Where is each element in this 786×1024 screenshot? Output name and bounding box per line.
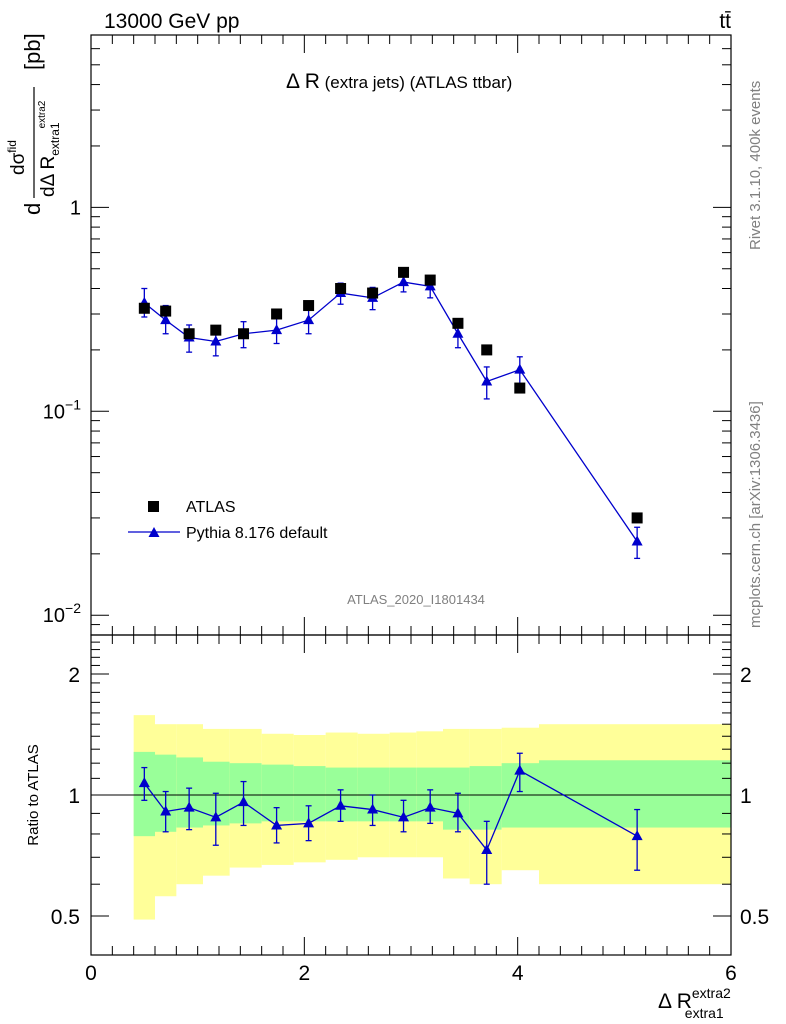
- ratio-ytick-label-left: 1: [68, 785, 80, 808]
- y-label-fid: fid: [5, 140, 19, 153]
- header-energy: 13000 GeV pp: [104, 10, 239, 33]
- ratio-uncertainty-bands: [133, 715, 731, 920]
- ratio-mc-point: [452, 807, 464, 818]
- legend-pythia-marker: [148, 527, 160, 537]
- ratio-ytick-label-left: 0.5: [51, 906, 80, 929]
- main-data-point: [424, 274, 436, 286]
- band-inner-14: [539, 760, 731, 828]
- ratio-mc-point: [160, 805, 172, 816]
- title-symbol: Δ R: [286, 70, 320, 93]
- main-mc-point: [631, 535, 643, 546]
- header-process: tt̄: [719, 10, 731, 33]
- main-data-point: [138, 302, 150, 314]
- title-detail: (extra jets) (ATLAS ttbar): [320, 73, 512, 92]
- xtick-label: 4: [512, 962, 524, 985]
- tick-labels: 110−110−20.5 0.51 12 20 2 4 6: [43, 197, 769, 985]
- main-data-point: [631, 512, 643, 524]
- axis-ticks: [90, 34, 732, 956]
- ratio-axis-label: Ratio to ATLAS: [25, 744, 42, 845]
- mc-series-ratio: [138, 752, 643, 885]
- band-inner-11: [443, 767, 470, 830]
- main-data-point: [160, 305, 172, 317]
- ratio-ytick-label-right: 0.5: [740, 906, 769, 929]
- mcplots-credit: mcplots.cern.ch [arXiv:1306.3436]: [747, 401, 764, 628]
- ratio-mc-point: [398, 811, 410, 822]
- ratio-mc-point: [210, 811, 222, 822]
- main-data-point: [183, 328, 195, 340]
- main-mc-point: [271, 324, 283, 335]
- rivet-version: Rivet 3.1.10, 400k events: [747, 81, 764, 250]
- y-label-ddeltar: dΔ R: [38, 156, 59, 197]
- main-title: Δ R (extra jets) (ATLAS ttbar): [286, 70, 512, 93]
- ratio-mc-point: [424, 801, 436, 812]
- main-ytick-label: 1: [70, 197, 81, 219]
- x-label-base: Δ R: [658, 990, 692, 1013]
- y-label-numerator: dσfid: [5, 140, 29, 175]
- ratio-mc-point: [138, 777, 150, 788]
- main-data-point: [210, 324, 222, 336]
- ratio-mc-point: [631, 830, 643, 841]
- main-data-point: [271, 308, 283, 320]
- x-label-sup: extra2: [692, 985, 731, 1001]
- main-data-point: [398, 266, 410, 278]
- y-label-dsigma: dσ: [8, 152, 29, 175]
- main-ytick-label-base: 10: [43, 401, 65, 423]
- data-series-main: [138, 266, 643, 524]
- ratio-ytick-label-right: 2: [740, 664, 752, 687]
- main-data-point: [514, 382, 526, 394]
- ratio-mc-point: [271, 819, 283, 830]
- main-data-point: [335, 283, 347, 295]
- main-data-point: [303, 300, 315, 312]
- main-mc-point: [481, 375, 493, 386]
- main-ytick-label-exp: −2: [65, 600, 81, 616]
- legend-atlas-label: ATLAS: [186, 499, 236, 516]
- y-label-d: d: [20, 203, 45, 215]
- ratio-mc-point: [335, 799, 347, 810]
- legend-atlas-marker: [148, 501, 159, 512]
- band-inner-4: [229, 763, 262, 824]
- main-data-point: [238, 328, 250, 340]
- ratio-ytick-label-left: 2: [68, 664, 80, 687]
- ratio-mc-point: [367, 803, 379, 814]
- main-mc-point: [160, 314, 172, 325]
- xtick-label: 6: [725, 962, 737, 985]
- main-ytick-label: 10−1: [43, 396, 81, 423]
- main-mc-point: [514, 363, 526, 374]
- main-data-point: [481, 344, 493, 356]
- ratio-mc-point: [183, 801, 195, 812]
- y-label-denominator: dΔ Rextra1extra2: [37, 100, 62, 197]
- main-mc-point: [452, 327, 464, 338]
- y-label-sup: extra2: [37, 100, 48, 128]
- main-mc-point: [210, 335, 222, 346]
- xtick-label: 0: [85, 962, 97, 985]
- analysis-watermark: ATLAS_2020_I1801434: [347, 592, 485, 607]
- main-ytick-label-base: 10: [43, 605, 65, 627]
- xtick-label: 2: [298, 962, 310, 985]
- x-axis-label: Δ Rextra2 extra1: [658, 985, 731, 1021]
- legend-pythia-label: Pythia 8.176 default: [186, 525, 328, 542]
- main-data-point: [367, 287, 379, 299]
- y-axis-label: d dσfid dΔ Rextra1extra2 [pb]: [5, 33, 62, 215]
- ratio-mc-point: [303, 817, 315, 828]
- band-inner-6: [293, 766, 326, 822]
- main-mc-point: [303, 314, 315, 325]
- ratio-mc-point: [514, 764, 526, 775]
- band-inner-5: [261, 764, 294, 822]
- band-inner-12: [469, 766, 502, 830]
- y-label-unit: [pb]: [20, 33, 45, 70]
- main-ytick-label: 10−2: [43, 600, 81, 627]
- main-mc-point: [398, 276, 410, 287]
- y-label-sub: extra1: [48, 122, 62, 156]
- main-ytick-label-exp: −1: [65, 396, 81, 412]
- ratio-ytick-label-right: 1: [740, 785, 752, 808]
- x-label-sub: extra1: [685, 1005, 724, 1021]
- ratio-mc-point: [481, 843, 493, 854]
- band-inner-7: [325, 767, 358, 822]
- ratio-mc-point: [238, 796, 250, 807]
- main-data-point: [452, 317, 464, 329]
